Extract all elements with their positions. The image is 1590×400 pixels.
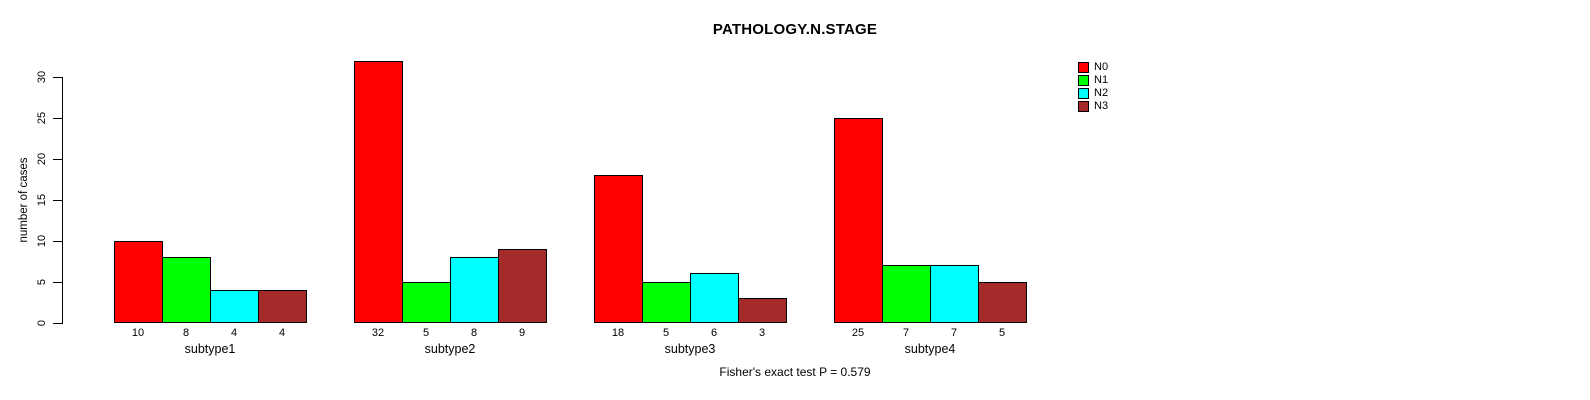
bar-value-label: 8 bbox=[470, 327, 478, 339]
bar-N0-subtype4 bbox=[834, 117, 883, 324]
bar-value-label: 10 bbox=[131, 327, 145, 339]
legend-swatch-N1 bbox=[1078, 75, 1089, 86]
legend: N0 N1 N2 N3 bbox=[1078, 62, 1108, 114]
legend-label: N0 bbox=[1094, 61, 1109, 73]
bar-N3-subtype4 bbox=[978, 281, 1027, 324]
bar-N0-subtype1 bbox=[114, 240, 163, 324]
y-tick-label: 30 bbox=[36, 70, 48, 84]
legend-item-N1: N1 bbox=[1078, 75, 1108, 86]
y-tick-mark bbox=[53, 199, 62, 201]
y-tick-label: 5 bbox=[36, 278, 48, 285]
y-tick-label: 20 bbox=[36, 152, 48, 165]
y-tick-mark bbox=[53, 158, 62, 160]
y-tick-mark bbox=[53, 281, 62, 283]
y-tick-mark bbox=[53, 77, 62, 78]
bar-value-label: 7 bbox=[902, 327, 910, 339]
bar-N3-subtype1 bbox=[258, 289, 307, 324]
bar-N1-subtype3 bbox=[642, 281, 691, 324]
y-tick-label: 0 bbox=[36, 319, 48, 326]
category-label-subtype2: subtype2 bbox=[424, 342, 476, 356]
bar-value-label: 3 bbox=[758, 327, 766, 339]
y-tick-mark bbox=[53, 117, 62, 119]
chart-title: PATHOLOGY.N.STAGE bbox=[712, 21, 878, 38]
bar-N2-subtype4 bbox=[930, 265, 979, 324]
bar-value-label: 5 bbox=[422, 327, 430, 339]
category-label-subtype4: subtype4 bbox=[904, 342, 956, 356]
y-tick-mark bbox=[53, 322, 62, 324]
bar-N2-subtype2 bbox=[450, 257, 499, 324]
bar-value-label: 25 bbox=[851, 327, 865, 339]
y-axis-line bbox=[62, 77, 63, 324]
bar-N0-subtype2 bbox=[354, 60, 403, 324]
bar-value-label: 8 bbox=[182, 327, 190, 339]
legend-label: N2 bbox=[1094, 87, 1109, 99]
bar-value-label: 5 bbox=[998, 327, 1006, 339]
bar-N1-subtype4 bbox=[882, 265, 931, 324]
bar-N3-subtype3 bbox=[738, 297, 787, 324]
category-label-subtype3: subtype3 bbox=[664, 342, 716, 356]
category-label-subtype1: subtype1 bbox=[184, 342, 236, 356]
bar-value-label: 7 bbox=[950, 327, 958, 339]
legend-swatch-N3 bbox=[1078, 101, 1089, 112]
bar-N1-subtype2 bbox=[402, 281, 451, 324]
bar-N0-subtype3 bbox=[594, 175, 643, 324]
legend-swatch-N2 bbox=[1078, 88, 1089, 99]
bar-value-label: 6 bbox=[710, 327, 718, 339]
fisher-test-annotation: Fisher's exact test P = 0.579 bbox=[719, 365, 871, 379]
legend-item-N2: N2 bbox=[1078, 88, 1108, 99]
legend-item-N3: N3 bbox=[1078, 101, 1108, 112]
bar-N3-subtype2 bbox=[498, 248, 547, 324]
legend-swatch-N0 bbox=[1078, 62, 1089, 73]
y-tick-mark bbox=[53, 240, 62, 242]
bar-value-label: 18 bbox=[611, 327, 625, 339]
bar-value-label: 5 bbox=[662, 327, 670, 339]
y-tick-label: 25 bbox=[36, 111, 48, 125]
bar-value-label: 32 bbox=[371, 327, 385, 339]
bar-N2-subtype3 bbox=[690, 273, 739, 324]
y-tick-label: 10 bbox=[36, 234, 48, 247]
legend-label: N1 bbox=[1094, 74, 1109, 86]
bar-value-label: 9 bbox=[518, 327, 526, 339]
legend-item-N0: N0 bbox=[1078, 62, 1108, 73]
bar-value-label: 4 bbox=[230, 327, 238, 339]
bar-value-label: 4 bbox=[278, 327, 286, 339]
bar-N2-subtype1 bbox=[210, 289, 259, 324]
y-tick-label: 15 bbox=[36, 193, 48, 206]
legend-label: N3 bbox=[1094, 100, 1109, 112]
bar-N1-subtype1 bbox=[162, 257, 211, 324]
y-axis-label: number of cases bbox=[18, 157, 30, 243]
